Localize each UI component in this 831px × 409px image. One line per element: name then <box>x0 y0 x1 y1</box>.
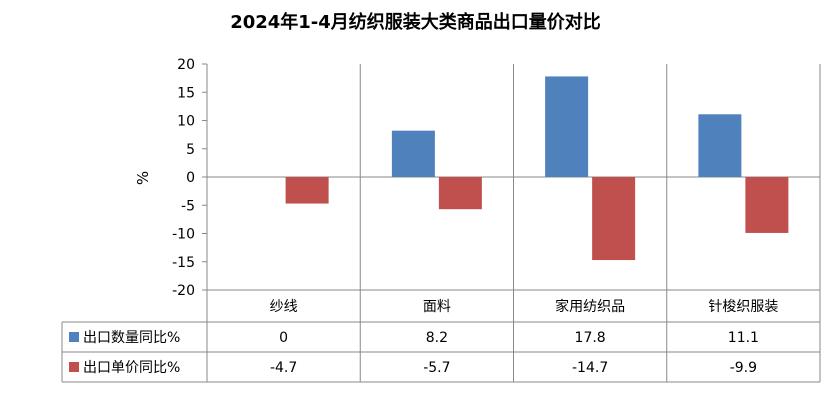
category-label: 家用纺织品 <box>555 298 625 315</box>
legend-swatch <box>69 332 79 342</box>
bar-quantity <box>391 130 435 177</box>
data-label: -4.7 <box>270 360 297 376</box>
y-tick-label: 0 <box>186 170 195 186</box>
data-label: -14.7 <box>572 360 608 376</box>
legend-label: 出口单价同比% <box>83 360 180 376</box>
y-tick-label: 5 <box>186 142 195 158</box>
y-tick-label: 10 <box>177 114 195 130</box>
legend-swatch <box>69 362 79 372</box>
y-tick-label: -10 <box>172 227 195 243</box>
y-tick-label: -5 <box>181 198 195 214</box>
chart-title: 2024年1-4月纺织服装大类商品出口量价对比 <box>230 12 601 33</box>
y-tick-label: -20 <box>172 283 195 299</box>
y-tick-label: -15 <box>172 255 195 271</box>
bar-quantity <box>545 76 589 177</box>
data-label: -9.9 <box>730 360 757 376</box>
bar-price <box>438 177 482 210</box>
data-label: 8.2 <box>426 330 448 346</box>
bar-price <box>592 177 636 261</box>
y-axis-label: % <box>134 171 152 185</box>
category-label: 纱线 <box>270 299 298 315</box>
data-label: 17.8 <box>575 330 606 346</box>
data-label: 0 <box>279 330 288 346</box>
bar-price <box>745 177 789 233</box>
bar-quantity <box>698 114 742 177</box>
data-label: -5.7 <box>423 360 450 376</box>
bar-price <box>285 177 329 204</box>
legend-label: 出口数量同比% <box>83 330 180 346</box>
category-label: 面料 <box>423 299 451 315</box>
data-label: 11.1 <box>728 330 759 346</box>
y-tick-label: 15 <box>177 85 195 101</box>
category-label: 针梭织服装 <box>708 298 778 315</box>
y-tick-label: 20 <box>177 57 195 73</box>
